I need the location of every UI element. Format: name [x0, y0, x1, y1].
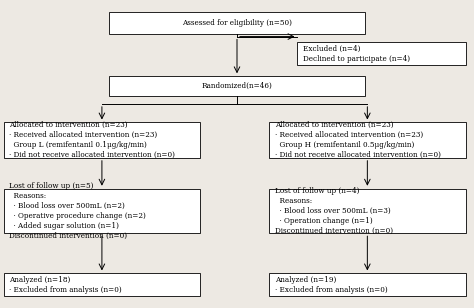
- FancyBboxPatch shape: [269, 274, 465, 296]
- Text: Analyzed (n=18)
· Excluded from analysis (n=0): Analyzed (n=18) · Excluded from analysis…: [9, 276, 122, 294]
- FancyBboxPatch shape: [298, 43, 465, 66]
- FancyBboxPatch shape: [109, 12, 365, 34]
- Text: Lost of follow up (n=4)
  Reasons:
  · Blood loss over 500mL (n=3)
  · Operation: Lost of follow up (n=4) Reasons: · Blood…: [274, 187, 393, 235]
- Text: Analyzed (n=19)
· Excluded from analysis (n=0): Analyzed (n=19) · Excluded from analysis…: [274, 276, 387, 294]
- Text: Assessed for eligibility (n=50): Assessed for eligibility (n=50): [182, 19, 292, 27]
- FancyBboxPatch shape: [269, 188, 465, 233]
- Text: Excluded (n=4)
Declined to participate (n=4): Excluded (n=4) Declined to participate (…: [303, 45, 410, 63]
- Text: Randomized(n=46): Randomized(n=46): [201, 82, 273, 90]
- FancyBboxPatch shape: [4, 274, 200, 296]
- FancyBboxPatch shape: [269, 122, 465, 158]
- FancyBboxPatch shape: [109, 76, 365, 96]
- FancyBboxPatch shape: [4, 188, 200, 233]
- FancyBboxPatch shape: [4, 122, 200, 158]
- Text: Allocated to intervention (n=23)
· Received allocated intervention (n=23)
  Grou: Allocated to intervention (n=23) · Recei…: [9, 121, 175, 159]
- Text: Lost of follow up (n=5)
  Reasons:
  · Blood loss over 500mL (n=2)
  · Operative: Lost of follow up (n=5) Reasons: · Blood…: [9, 182, 146, 240]
- Text: Allocated to intervention (n=23)
· Received allocated intervention (n=23)
  Grou: Allocated to intervention (n=23) · Recei…: [274, 121, 441, 159]
